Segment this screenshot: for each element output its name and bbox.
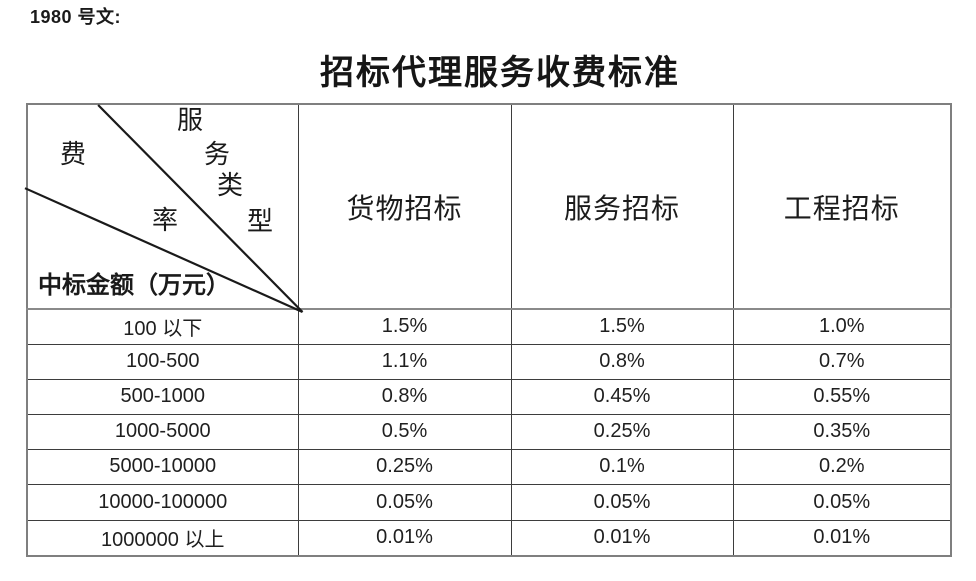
cell-amount-range: 1000000 以上 <box>26 519 299 557</box>
table-row: 5000-10000 0.25% 0.1% 0.2% <box>26 448 952 485</box>
table-row: 10000-100000 0.05% 0.05% 0.05% <box>26 483 952 521</box>
cell-works-rate: 1.0% <box>732 308 952 345</box>
cell-amount-range: 10000-100000 <box>26 483 299 521</box>
type-axis-char: 型 <box>246 207 274 236</box>
cell-goods-rate: 0.05% <box>297 483 512 521</box>
table-row: 1000-5000 0.5% 0.25% 0.35% <box>26 413 952 450</box>
cell-services-rate: 0.1% <box>510 448 734 485</box>
cell-amount-range: 1000-5000 <box>26 413 299 450</box>
cell-services-rate: 0.8% <box>510 343 734 380</box>
cell-services-rate: 1.5% <box>510 308 734 345</box>
column-header-goods: 货物招标 <box>297 103 512 310</box>
cell-services-rate: 0.05% <box>510 483 734 521</box>
diagonal-divider-lines <box>24 104 304 313</box>
page-title: 招标代理服务收费标准 <box>320 55 680 92</box>
column-header-works: 工程招标 <box>732 103 952 310</box>
table-row: 500-1000 0.8% 0.45% 0.55% <box>26 378 952 415</box>
cell-goods-rate: 0.5% <box>297 413 512 450</box>
type-axis-char: 服 <box>176 106 204 135</box>
cell-works-rate: 0.55% <box>732 378 952 415</box>
cell-amount-range: 100 以下 <box>26 308 299 345</box>
cell-goods-rate: 0.01% <box>297 519 512 557</box>
cell-works-rate: 0.05% <box>732 483 952 521</box>
fee-axis-char: 费 <box>59 140 87 169</box>
cell-goods-rate: 1.1% <box>297 343 512 380</box>
fee-axis-char: 率 <box>151 206 179 235</box>
cell-works-rate: 0.7% <box>732 343 952 380</box>
table-header-row: 服 务 类 型 费 率 中标金额（万元） 货物招标 服务招标 工程招标 <box>24 103 952 313</box>
fee-table: 服 务 类 型 费 率 中标金额（万元） 货物招标 服务招标 工程招标 100 … <box>24 103 952 557</box>
cell-services-rate: 0.25% <box>510 413 734 450</box>
column-header-services: 服务招标 <box>510 103 734 310</box>
cell-works-rate: 0.01% <box>732 519 952 557</box>
amount-axis-label: 中标金额（万元） <box>38 273 230 299</box>
cell-goods-rate: 0.25% <box>297 448 512 485</box>
cell-works-rate: 0.2% <box>732 448 952 485</box>
table-row: 1000000 以上 0.01% 0.01% 0.01% <box>26 519 952 557</box>
table-row: 100 以下 1.5% 1.5% 1.0% <box>26 308 952 345</box>
cell-amount-range: 500-1000 <box>26 378 299 415</box>
table-row: 100-500 1.1% 0.8% 0.7% <box>26 343 952 380</box>
table-corner-cell: 服 务 类 型 费 率 中标金额（万元） <box>24 103 304 313</box>
type-axis-char: 务 <box>203 140 231 169</box>
cell-amount-range: 5000-10000 <box>26 448 299 485</box>
cell-services-rate: 0.01% <box>510 519 734 557</box>
doc-ref: 1980 号文: <box>30 7 122 27</box>
cell-goods-rate: 0.8% <box>297 378 512 415</box>
cell-goods-rate: 1.5% <box>297 308 512 345</box>
type-axis-char: 类 <box>216 171 244 200</box>
cell-works-rate: 0.35% <box>732 413 952 450</box>
cell-services-rate: 0.45% <box>510 378 734 415</box>
cell-amount-range: 100-500 <box>26 343 299 380</box>
